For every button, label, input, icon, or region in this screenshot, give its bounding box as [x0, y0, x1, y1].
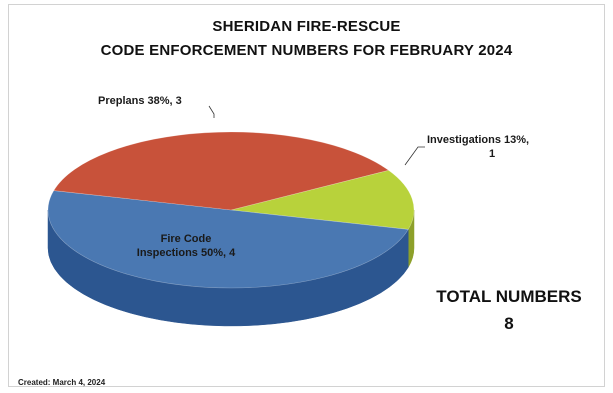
data-label-line: Preplans 38%, 3 [98, 95, 182, 107]
created-date: Created: March 4, 2024 [18, 378, 106, 387]
leader-line-preplans [208, 105, 215, 118]
data-label-line: 1 [489, 148, 495, 160]
chart-title: SHERIDAN FIRE-RESCUE [212, 18, 401, 35]
data-label-line: Investigations 13%, [427, 134, 529, 146]
pie-slice-fire-code [47, 190, 409, 289]
total-numbers-value: 8 [504, 314, 514, 333]
pie-slice-investigations [230, 169, 415, 230]
total-numbers-label: TOTAL NUMBERS [436, 287, 582, 306]
leader-line-investigations [404, 146, 425, 166]
data-label-investigations: Investigations 13%, 1 [427, 134, 529, 160]
data-label-line: Fire Code [161, 233, 212, 245]
pie-slice-preplans [53, 131, 390, 211]
data-label-line: Inspections 50%, 4 [137, 247, 236, 259]
data-label-fire-code: Fire Code Inspections 50%, 4 [137, 233, 236, 259]
data-label-preplans: Preplans 38%, 3 [98, 95, 182, 107]
chart-subtitle: CODE ENFORCEMENT NUMBERS FOR FEBRUARY 20… [100, 42, 513, 59]
